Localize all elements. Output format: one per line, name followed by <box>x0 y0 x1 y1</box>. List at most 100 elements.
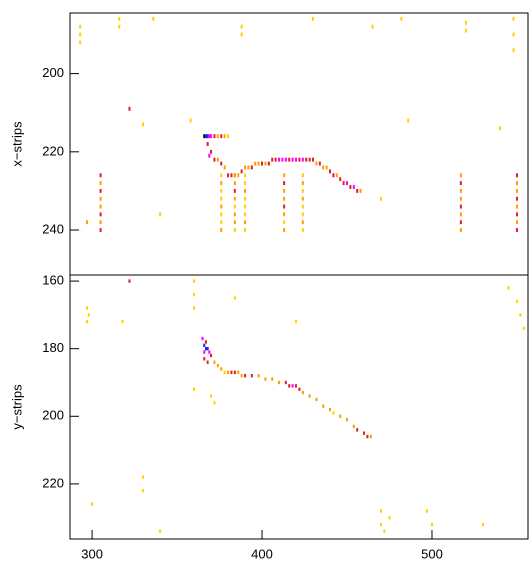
heat-cell <box>308 394 311 398</box>
heat-cell <box>250 165 253 170</box>
heat-cell <box>356 428 359 432</box>
y-tick-label: 220 <box>42 475 64 490</box>
heat-cell <box>220 181 223 186</box>
heat-cell <box>362 431 366 435</box>
heat-cell <box>301 181 304 186</box>
y-axis-label: x−strips <box>9 121 24 167</box>
heat-cell <box>515 228 518 232</box>
heat-cell <box>230 173 233 178</box>
heat-cell <box>193 387 196 391</box>
heat-cell <box>379 196 383 201</box>
heat-cell <box>244 228 247 232</box>
heat-cell <box>193 279 196 283</box>
heat-cell <box>244 173 247 178</box>
heat-cell <box>206 347 209 351</box>
heat-cell <box>121 319 124 324</box>
heat-cell <box>159 529 162 533</box>
heat-cell <box>159 212 162 217</box>
heat-cell <box>203 134 206 139</box>
y-tick-label: 220 <box>42 143 64 158</box>
heat-cell <box>220 134 223 139</box>
heat-cell <box>204 347 207 351</box>
heat-cell <box>328 407 332 412</box>
heat-cell <box>371 24 374 29</box>
heat-cell <box>366 434 369 439</box>
heat-cell <box>240 374 243 378</box>
heat-cell <box>99 212 102 217</box>
heat-cell <box>515 188 518 193</box>
heat-cell <box>283 173 286 178</box>
heat-cell <box>291 157 294 162</box>
heat-cell <box>244 204 247 209</box>
heat-cell <box>328 169 332 174</box>
heat-cell <box>507 286 510 290</box>
heat-cell <box>220 188 223 193</box>
heat-cell <box>216 134 219 139</box>
heat-cell <box>85 220 89 225</box>
heat-cell <box>240 24 243 29</box>
y-axis-label: y−strips <box>9 384 24 430</box>
heat-cell <box>240 32 243 37</box>
heat-cell <box>220 220 223 225</box>
heat-cell <box>322 404 325 408</box>
heat-cell <box>278 380 281 385</box>
heat-cell <box>512 32 515 37</box>
heat-cell <box>233 173 236 178</box>
heat-cell <box>261 161 264 166</box>
heat-cell <box>281 157 284 162</box>
heat-cell <box>244 181 247 186</box>
heat-cell <box>464 20 467 25</box>
heat-cell <box>118 24 121 29</box>
heat-cell <box>223 165 226 170</box>
heat-cell <box>283 188 286 193</box>
heat-cell <box>223 370 226 375</box>
heat-cell <box>512 48 515 53</box>
heat-cell <box>332 173 335 178</box>
heat-cell <box>220 196 223 201</box>
heat-cell <box>298 157 301 162</box>
heat-cell <box>247 165 250 170</box>
heat-cell <box>515 220 518 225</box>
heat-cell <box>203 357 206 361</box>
heat-cell <box>201 336 204 341</box>
heat-cell <box>257 161 260 166</box>
heat-cell <box>349 185 352 189</box>
heat-cell <box>254 161 257 166</box>
heat-cell <box>210 149 213 154</box>
heat-cell <box>257 374 260 378</box>
heat-cell <box>522 326 525 331</box>
heat-cell <box>278 157 281 162</box>
heat-cell <box>189 118 192 123</box>
heat-cell <box>206 134 209 139</box>
heat-cell <box>79 24 82 29</box>
heat-cell <box>459 196 462 201</box>
heat-cell <box>274 157 277 162</box>
heat-cell <box>515 299 518 304</box>
heat-cell <box>271 157 274 162</box>
heat-cell <box>295 157 298 162</box>
heat-cell <box>237 173 240 178</box>
heat-cell <box>206 142 209 146</box>
heat-cell <box>210 353 213 358</box>
heat-cell <box>301 173 304 178</box>
heat-cell <box>240 169 243 174</box>
heat-cell <box>352 185 355 189</box>
heat-cell <box>244 165 247 170</box>
heat-cell <box>352 424 355 429</box>
heat-cell <box>223 134 226 139</box>
y-tick-label: 160 <box>42 273 64 288</box>
heat-cell <box>301 220 304 225</box>
x-tick-label: 500 <box>421 546 443 561</box>
heat-cell <box>298 387 301 391</box>
heat-cell <box>335 173 338 178</box>
heat-cell <box>515 173 518 178</box>
heat-cell <box>244 374 247 378</box>
heat-cell <box>233 196 236 201</box>
heat-cell <box>305 157 308 162</box>
heat-cell <box>284 380 287 385</box>
heat-cell <box>216 157 219 162</box>
heat-cell <box>128 106 131 111</box>
heat-cell <box>464 28 467 33</box>
heat-cell <box>283 181 286 186</box>
heat-cell <box>283 212 286 217</box>
